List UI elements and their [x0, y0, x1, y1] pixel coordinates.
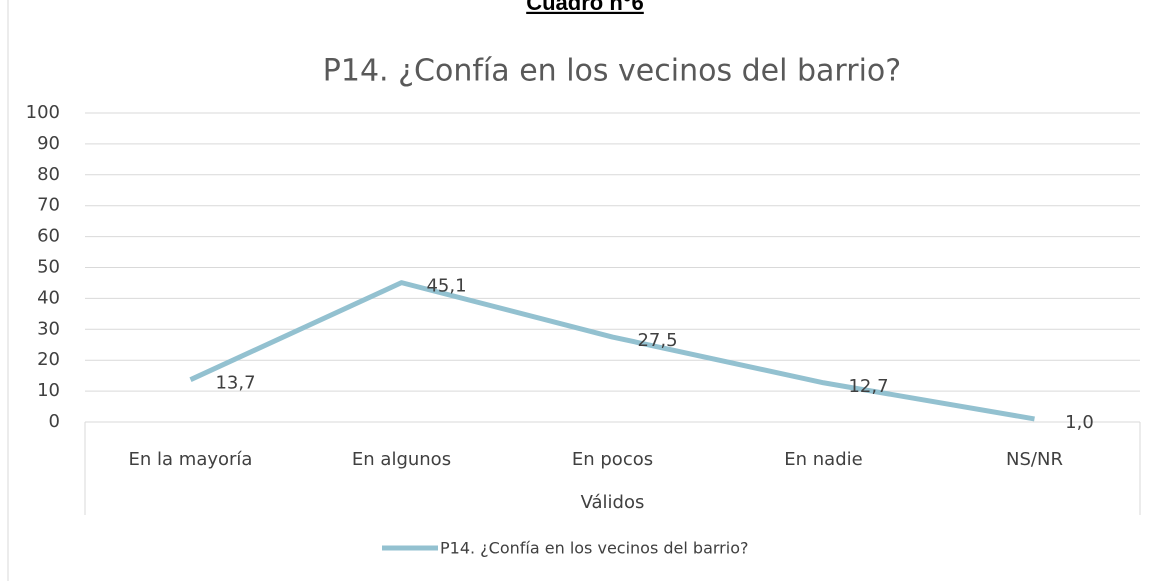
y-tick-label: 20	[37, 349, 60, 370]
x-tick-label: En nadie	[784, 449, 862, 470]
x-tick-label: En pocos	[572, 449, 653, 470]
data-label: 45,1	[426, 276, 466, 297]
y-tick-label: 10	[37, 380, 60, 401]
x-tick-label: NS/NR	[1006, 449, 1063, 470]
series-line	[189, 280, 1035, 422]
y-tick-label: 0	[49, 411, 60, 432]
x-tick-label: En algunos	[352, 449, 451, 470]
y-tick-label: 100	[26, 102, 60, 123]
y-tick-label: 70	[37, 195, 60, 216]
data-label: 12,7	[848, 376, 888, 397]
x-tick-label: En la mayoría	[129, 449, 253, 470]
y-tick-label: 40	[37, 287, 60, 308]
y-tick-label: 30	[37, 318, 60, 339]
data-label: 13,7	[215, 373, 255, 394]
x-group-label: Válidos	[581, 492, 645, 513]
legend-label: P14. ¿Confía en los vecinos del barrio?	[440, 539, 748, 558]
y-tick-label: 50	[37, 257, 60, 278]
y-tick-label: 60	[37, 226, 60, 247]
y-tick-label: 90	[37, 133, 60, 154]
data-label: 1,0	[1065, 412, 1094, 433]
data-label: 27,5	[637, 330, 677, 351]
heading: Cuadro n°6	[526, 0, 644, 15]
chart-title: P14. ¿Confía en los vecinos del barrio?	[323, 54, 901, 89]
y-tick-label: 80	[37, 164, 60, 185]
